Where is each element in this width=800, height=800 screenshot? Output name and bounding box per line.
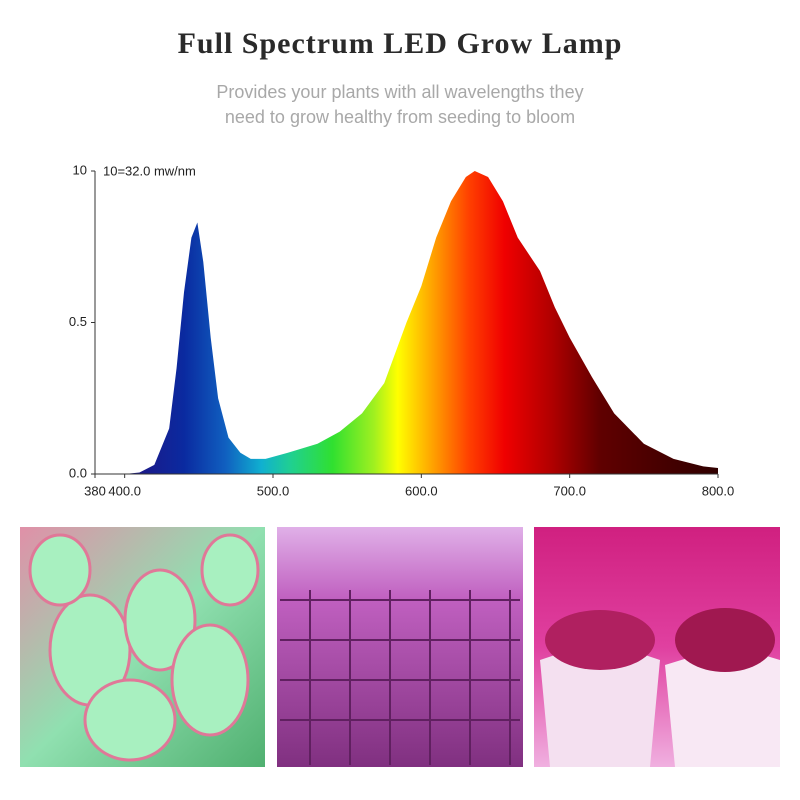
- x-tick-label: 380: [84, 483, 106, 498]
- y-tick-label: 0.0: [69, 465, 87, 480]
- subtitle: Provides your plants with all wavelength…: [216, 82, 583, 102]
- y-tick-label: 0.5: [69, 314, 87, 329]
- seed-tray: [280, 590, 520, 765]
- photo-seedlings: [277, 527, 523, 767]
- pots: [540, 608, 780, 767]
- x-tick-label: 700.0: [553, 483, 586, 498]
- spectrum-area: [124, 171, 718, 474]
- plot: 0.0 0.5 10 380 400.0 500.0 600.0 700.0 800.0: [69, 162, 734, 498]
- x-tick-label: 600.0: [405, 483, 438, 498]
- annotation: 10=32.0 mw/nm: [103, 163, 196, 178]
- subtitle: need to grow healthy from seeding to blo…: [225, 107, 575, 127]
- title: Full Spectrum LED Grow Lamp: [178, 27, 623, 60]
- y-tick-label: 10: [73, 162, 87, 177]
- succulent-leaves: [28, 533, 260, 762]
- x-tick-label: 400.0: [108, 483, 141, 498]
- x-tick-label: 500.0: [257, 483, 290, 498]
- photos: [20, 527, 780, 767]
- x-tick-label: 800.0: [702, 483, 735, 498]
